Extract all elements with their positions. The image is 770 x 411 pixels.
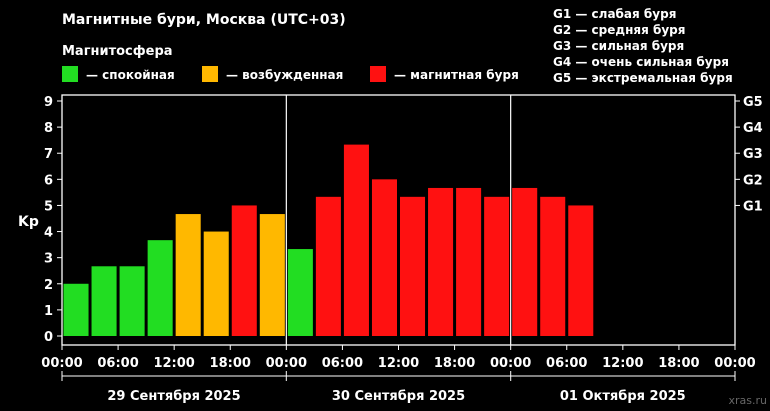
y-tick-label-0: 0 (44, 330, 53, 345)
x-tick-label-9: 06:00 (546, 356, 587, 371)
kp-bar-12 (400, 196, 426, 336)
legend-label-active: — возбужденная (226, 68, 343, 82)
y-axis-right: G1 G2 G3 G4 G5 (735, 95, 763, 214)
date-label-day3: 01 Октября 2025 (560, 389, 686, 404)
kp-bar-7 (259, 214, 285, 336)
x-tick-label-1: 06:00 (97, 356, 138, 371)
x-tick-label-0: 00:00 (41, 356, 82, 371)
watermark: xras.ru (729, 394, 768, 407)
y-tick-label-9: 9 (44, 95, 53, 110)
date-bracket: 29 Сентября 2025 30 Сентября 2025 01 Окт… (61, 371, 736, 404)
legend-title: Магнитосфера (62, 44, 173, 59)
y-tick-label-2: 2 (44, 278, 53, 293)
y-tick-label-6: 6 (44, 173, 53, 188)
x-tick-label-3: 18:00 (210, 356, 251, 371)
x-tick-label-11: 18:00 (658, 356, 699, 371)
storm-scale-g5: G5 — экстремальная буря (553, 71, 733, 85)
x-tick-label-2: 12:00 (153, 356, 194, 371)
x-tick-label-10: 12:00 (602, 356, 643, 371)
kp-bar-14 (456, 187, 482, 336)
g-tick-label-G3: G3 (743, 147, 763, 162)
date-label-day2: 30 Сентября 2025 (332, 389, 465, 404)
legend-label-storm: — магнитная буря (394, 68, 519, 82)
kp-bar-18 (568, 205, 594, 336)
storm-scale-g2: G2 — средняя буря (553, 23, 685, 37)
legend-label-quiet: — спокойная (86, 68, 175, 82)
date-label-day1: 29 Сентября 2025 (107, 389, 240, 404)
kp-bar-3 (147, 240, 173, 336)
x-tick-label-8: 00:00 (490, 356, 531, 371)
kp-bar-10 (343, 144, 369, 336)
legend-swatch-quiet (62, 66, 78, 82)
g-tick-label-G1: G1 (743, 199, 763, 214)
kp-bar-11 (371, 179, 397, 336)
storm-scale-g4: G4 — очень сильная буря (553, 55, 729, 69)
y-tick-label-7: 7 (44, 147, 53, 162)
g-tick-label-G2: G2 (743, 173, 763, 188)
legend: — спокойная — возбужденная — магнитная б… (62, 66, 519, 82)
x-tick-label-5: 06:00 (322, 356, 363, 371)
kp-bar-5 (203, 231, 229, 336)
kp-bar-17 (540, 196, 566, 336)
kp-bar-16 (512, 187, 538, 336)
bar-series (63, 144, 594, 336)
kp-bar-8 (287, 249, 313, 336)
kp-bar-2 (119, 266, 145, 336)
g-tick-label-G5: G5 (743, 95, 763, 110)
y-tick-label-8: 8 (44, 121, 53, 136)
x-axis: 00:00 06:00 12:00 18:00 00:00 06:00 12:00 18:00… (41, 345, 756, 371)
kp-bar-9 (315, 196, 341, 336)
storm-scale: G1 — слабая буря G2 — средняя буря G3 — … (553, 7, 733, 85)
storm-scale-g1: G1 — слабая буря (553, 7, 676, 21)
x-tick-label-12: 00:00 (714, 356, 755, 371)
x-tick-label-4: 00:00 (266, 356, 307, 371)
g-tick-label-G4: G4 (743, 121, 763, 136)
y-tick-label-1: 1 (44, 304, 53, 319)
day-separators (285, 95, 512, 345)
kp-bar-0 (63, 283, 89, 336)
legend-swatch-active (202, 66, 218, 82)
y-tick-label-4: 4 (44, 226, 53, 241)
y-axis-label: Kp (18, 214, 39, 230)
y-tick-label-5: 5 (44, 199, 53, 214)
storm-scale-g3: G3 — сильная буря (553, 39, 684, 53)
legend-swatch-storm (370, 66, 386, 82)
x-tick-label-7: 18:00 (434, 356, 475, 371)
kp-bar-15 (484, 196, 510, 336)
chart-title: Магнитные бури, Москва (UTC+03) (62, 12, 346, 28)
kp-bar-13 (428, 187, 454, 336)
x-tick-label-6: 12:00 (378, 356, 419, 371)
y-tick-label-3: 3 (44, 252, 53, 267)
kp-bar-4 (175, 214, 201, 336)
kp-bar-6 (231, 205, 257, 336)
y-axis-left: 0 1 2 3 4 5 6 7 8 9 (44, 95, 62, 345)
kp-bar-1 (91, 266, 117, 336)
